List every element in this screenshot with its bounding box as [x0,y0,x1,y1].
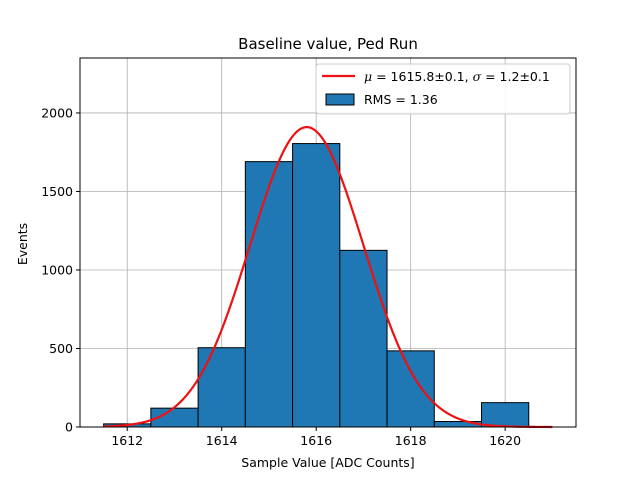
y-tick-label: 0 [65,420,73,435]
legend: μ = 1615.8±0.1, σ = 1.2±0.1 RMS = 1.36 [315,63,571,115]
y-tick-label: 1500 [41,184,73,199]
x-tick-label: 1612 [111,433,143,448]
histogram-bar [481,402,530,428]
plot-area: 1612 1614 1616 1618 1620 0 500 1000 1500 2000 μ = … [41,57,577,448]
legend-hist-label: RMS = 1.36 [364,92,438,107]
x-tick-label: 1614 [206,433,238,448]
legend-box [315,63,571,115]
legend-hist-swatch [325,93,355,106]
y-tick-label: 2000 [41,105,73,120]
histogram-bar [197,347,246,428]
legend-fit-value: = 1615.8±0.1, [372,69,472,84]
legend-math-symbol: σ [473,69,482,84]
histogram-bar [292,143,341,428]
x-axis-label: Sample Value [ADC Counts] [241,455,414,470]
histogram-bar [386,350,435,428]
histogram-bar [244,161,294,428]
histogram-bar [339,249,388,428]
x-tick-label: 1618 [395,433,427,448]
x-tick-label: 1620 [489,433,521,448]
y-tick-label: 500 [49,341,73,356]
axes-frame [79,57,577,428]
x-tick-label: 1616 [300,433,332,448]
legend-fit-label: μ = 1615.8±0.1, σ = 1.2±0.1 [364,69,550,84]
fit-curve [103,126,553,429]
y-axis-label: Events [15,223,30,265]
legend-math-symbol: μ [364,69,372,84]
chart-title: Baseline value, Ped Run [238,35,418,53]
legend-fit-value: = 1.2±0.1 [481,69,550,84]
y-tick-label: 1000 [41,262,73,277]
